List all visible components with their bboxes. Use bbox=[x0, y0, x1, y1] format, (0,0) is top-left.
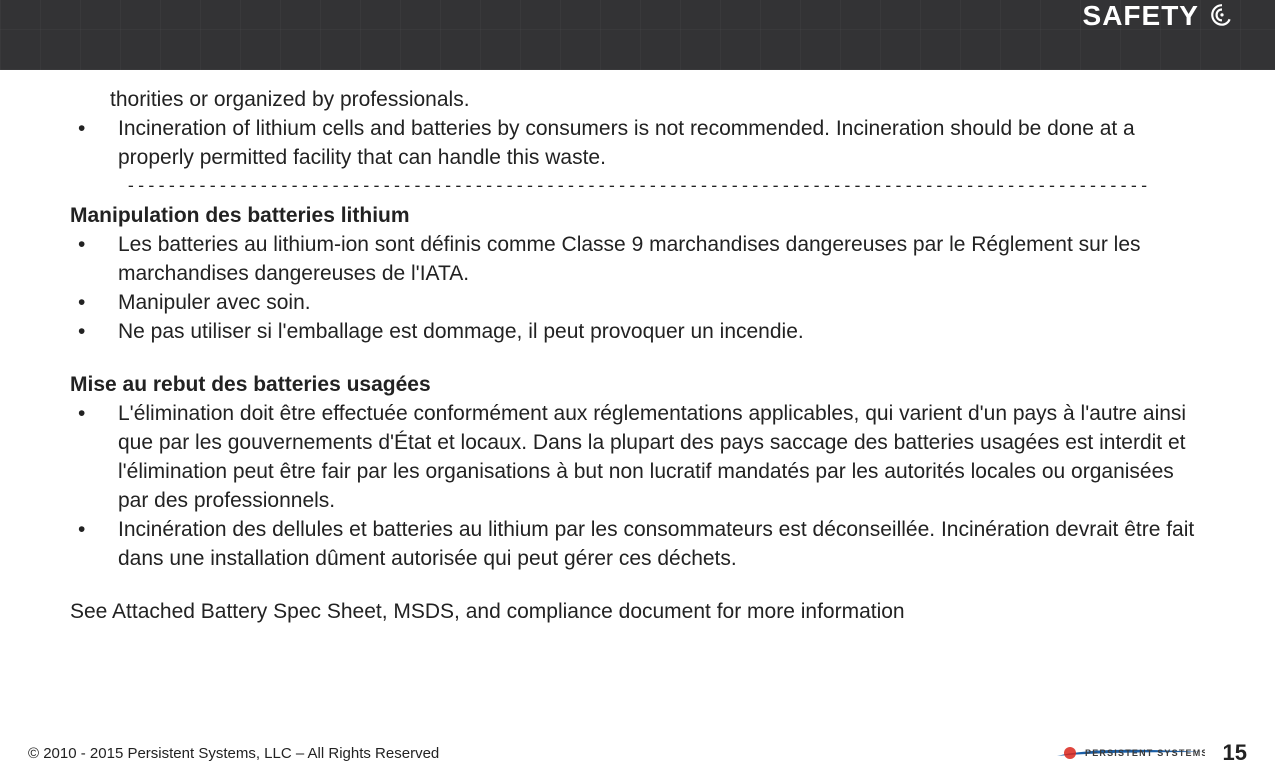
copyright-text: © 2010 - 2015 Persistent Systems, LLC – … bbox=[28, 745, 439, 762]
list-item: Incineration of lithium cells and batter… bbox=[70, 115, 1205, 173]
divider-line: ----------------------------------------… bbox=[70, 175, 1205, 198]
list-item: Ne pas utiliser si l'emballage est domma… bbox=[70, 318, 1205, 347]
bullet-text: Les batteries au lithium-ion sont défini… bbox=[118, 231, 1205, 289]
list-item: Incinération des dellules et batteries a… bbox=[70, 516, 1205, 574]
continuation-line: thorities or organized by professionals. bbox=[70, 86, 1205, 115]
section-heading-fr2: Mise au rebut des batteries usagées bbox=[70, 371, 1205, 400]
bullet-text: Incineration of lithium cells and batter… bbox=[118, 115, 1205, 173]
fr1-bullet-list: Les batteries au lithium-ion sont défini… bbox=[70, 231, 1205, 347]
header-bar: SAFETY bbox=[0, 0, 1275, 70]
company-logo: PERSISTENT SYSTEMS bbox=[1055, 742, 1205, 764]
footer-bar: © 2010 - 2015 Persistent Systems, LLC – … bbox=[0, 735, 1275, 783]
top-bullet-list: Incineration of lithium cells and batter… bbox=[70, 115, 1205, 173]
logo-swoosh-icon: PERSISTENT SYSTEMS bbox=[1055, 742, 1205, 764]
fr2-bullet-list: L'élimination doit être effectuée confor… bbox=[70, 400, 1205, 574]
bullet-text: L'élimination doit être effectuée confor… bbox=[118, 400, 1205, 516]
header-title-group: SAFETY bbox=[1083, 0, 1235, 32]
bullet-text: Manipuler avec soin. bbox=[118, 289, 1205, 318]
bullet-text: Incinération des dellules et batteries a… bbox=[118, 516, 1205, 574]
list-item: Les batteries au lithium-ion sont défini… bbox=[70, 231, 1205, 289]
section-heading-fr1: Manipulation des batteries lithium bbox=[70, 202, 1205, 231]
list-item: Manipuler avec soin. bbox=[70, 289, 1205, 318]
page-root: SAFETY thorities or organized by profess… bbox=[0, 0, 1275, 783]
page-number: 15 bbox=[1223, 740, 1247, 766]
header-title-text: SAFETY bbox=[1083, 0, 1199, 32]
logo-text: PERSISTENT SYSTEMS bbox=[1085, 748, 1205, 758]
content-area: thorities or organized by professionals.… bbox=[0, 70, 1275, 735]
bullet-text: Ne pas utiliser si l'emballage est domma… bbox=[118, 318, 1205, 347]
closing-line: See Attached Battery Spec Sheet, MSDS, a… bbox=[70, 598, 1205, 627]
footer-right: PERSISTENT SYSTEMS 15 bbox=[1055, 740, 1247, 766]
list-item: L'élimination doit être effectuée confor… bbox=[70, 400, 1205, 516]
safety-swirl-icon bbox=[1209, 3, 1235, 29]
